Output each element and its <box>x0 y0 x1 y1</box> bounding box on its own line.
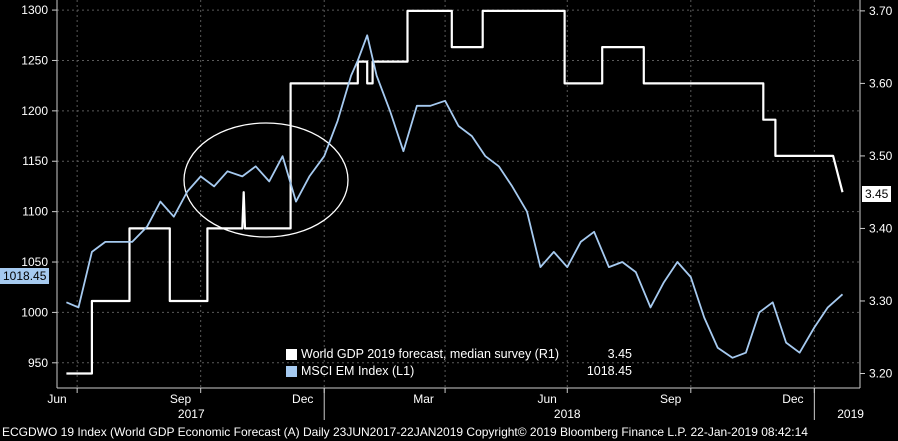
series-line-msci-em <box>66 34 844 359</box>
legend-label-msci: MSCI EM Index (L1) <box>301 364 415 378</box>
x-month-label: Dec <box>782 392 803 406</box>
highlight-ellipse <box>183 122 349 238</box>
legend: World GDP 2019 forecast, median survey (… <box>280 346 650 380</box>
left-last-value-box: 1018.45 <box>0 268 50 284</box>
footer-caption: ECGDWO 19 Index (World GDP Economic Fore… <box>2 425 808 439</box>
right-tick-label: 3.50 <box>869 149 893 163</box>
right-tick-label: 3.30 <box>869 294 893 308</box>
left-tick-label: 1200 <box>21 104 48 118</box>
left-tick-label: 950 <box>28 356 48 370</box>
legend-item-msci: MSCI EM Index (L1) 1018.45 <box>280 363 650 380</box>
x-year-label: 2018 <box>554 407 581 421</box>
x-month-label: Jun <box>537 392 556 406</box>
series-layer <box>66 9 844 375</box>
x-month-label: Sep <box>660 392 682 406</box>
legend-swatch-gdp <box>286 349 297 360</box>
left-tick-label: 1050 <box>21 255 48 269</box>
series-line-gdp-forecast <box>66 9 844 375</box>
left-tick-label: 1300 <box>21 3 48 17</box>
left-axis: 950 1000 1050 1100 1150 1200 1250 1300 <box>21 0 58 388</box>
x-month-label: Mar <box>413 392 434 406</box>
right-last-value-box: 3.45 <box>862 186 892 202</box>
left-tick-label: 1100 <box>22 205 48 219</box>
right-axis: 3.20 3.30 3.40 3.50 3.60 3.70 <box>859 0 893 388</box>
x-month-label: Sep <box>170 392 192 406</box>
right-tick-label: 3.60 <box>869 76 893 90</box>
right-tick-label: 3.20 <box>869 366 893 380</box>
x-month-label: Jun <box>47 392 66 406</box>
legend-label-gdp: World GDP 2019 forecast, median survey (… <box>301 347 559 361</box>
x-month-label: Dec <box>292 392 313 406</box>
legend-value-gdp: 3.45 <box>607 347 632 361</box>
legend-swatch-msci <box>286 366 297 377</box>
legend-value-msci: 1018.45 <box>586 364 632 378</box>
right-tick-label: 3.40 <box>869 221 893 235</box>
left-tick-label: 1150 <box>22 154 48 168</box>
left-tick-label: 1250 <box>21 53 48 67</box>
left-tick-label: 1000 <box>21 305 48 319</box>
x-year-label: 2017 <box>178 407 205 421</box>
x-axis: Jun Sep Dec Mar Jun Sep Dec 2017 2018 2019 <box>47 387 864 421</box>
right-tick-label: 3.70 <box>869 4 893 18</box>
gridlines <box>57 0 860 388</box>
legend-item-gdp: World GDP 2019 forecast, median survey (… <box>280 346 650 363</box>
x-year-label: 2019 <box>837 407 864 421</box>
